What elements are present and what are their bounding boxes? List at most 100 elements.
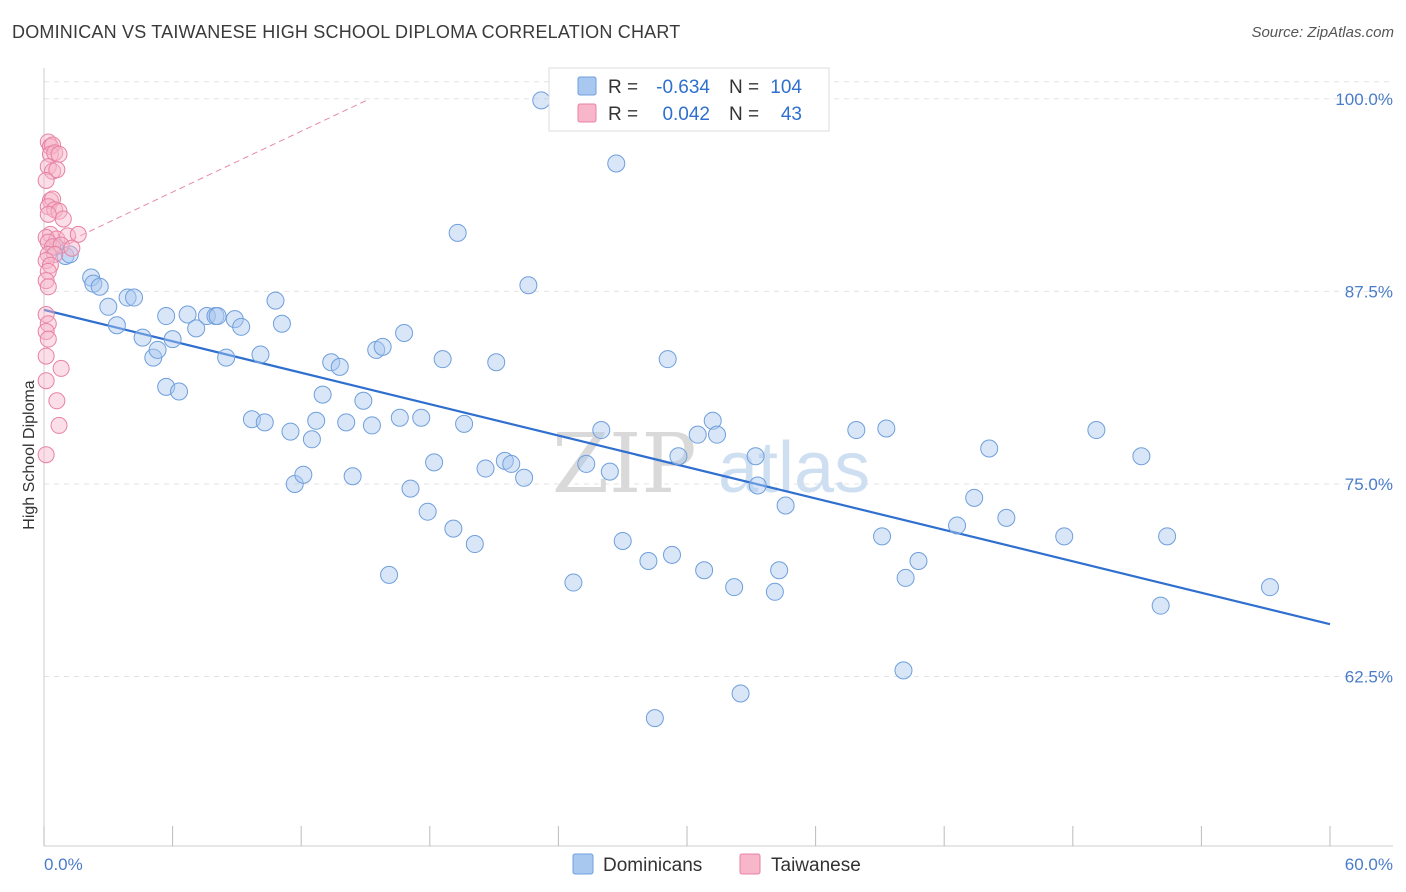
- point-taiwanese: [48, 161, 66, 179]
- point-taiwanese: [41, 256, 59, 274]
- point-dominican: [217, 348, 236, 367]
- legend-swatch-dominicans: [577, 76, 597, 96]
- point-taiwanese: [37, 347, 55, 365]
- point-dominican: [125, 288, 144, 307]
- y-tick-label: 87.5%: [1345, 282, 1393, 301]
- point-dominican: [90, 277, 109, 296]
- point-dominican: [669, 447, 688, 466]
- point-dominican: [251, 345, 270, 364]
- point-dominican: [1158, 527, 1177, 546]
- trend-line-taiwanese: [43, 98, 371, 254]
- point-dominican: [600, 462, 619, 481]
- point-dominican: [708, 425, 727, 444]
- point-dominican: [302, 430, 321, 449]
- point-dominican: [645, 709, 664, 728]
- point-dominican: [776, 496, 795, 515]
- point-dominican: [272, 314, 291, 333]
- point-dominican: [266, 291, 285, 310]
- point-dominican: [187, 319, 206, 338]
- point-dominican: [658, 350, 677, 369]
- point-taiwanese: [39, 330, 57, 348]
- point-dominican: [294, 465, 313, 484]
- bottom-legend-label-taiwanese: Taiwanese: [771, 855, 861, 876]
- legend-n-label-1: N =: [729, 77, 759, 98]
- point-dominican: [1087, 421, 1106, 440]
- point-dominican: [515, 468, 534, 487]
- axes: [43, 68, 1393, 847]
- point-dominican: [765, 582, 784, 601]
- point-dominican: [965, 488, 984, 507]
- bottom-legend-swatch-dominicans: [572, 853, 594, 875]
- point-dominican: [465, 535, 484, 554]
- point-taiwanese: [37, 446, 55, 464]
- point-dominican: [395, 323, 414, 342]
- point-dominican: [662, 545, 681, 564]
- point-taiwanese: [39, 278, 57, 296]
- point-dominican: [519, 276, 538, 295]
- point-taiwanese: [39, 205, 57, 223]
- point-taiwanese: [52, 236, 70, 254]
- point-taiwanese: [54, 210, 72, 228]
- point-dominican: [330, 357, 349, 376]
- point-dominican: [232, 317, 251, 336]
- trend-line-dominicans: [43, 308, 1331, 626]
- point-dominican: [877, 419, 896, 438]
- point-dominican: [178, 305, 197, 324]
- point-dominican: [703, 411, 722, 430]
- x-tick-label-max: 60.0%: [1345, 855, 1393, 874]
- point-dominican: [770, 561, 789, 580]
- point-dominican: [695, 561, 714, 580]
- legend-r-label-2: R =: [608, 104, 638, 125]
- point-dominican: [532, 91, 551, 110]
- legend-r-label-1: R =: [608, 77, 638, 98]
- point-dominican: [433, 350, 452, 369]
- point-dominican: [873, 527, 892, 546]
- point-dominican: [1055, 527, 1074, 546]
- y-tick-label: 75.0%: [1345, 475, 1393, 494]
- point-dominican: [157, 307, 176, 326]
- point-dominican: [1151, 596, 1170, 615]
- point-dominican: [997, 508, 1016, 527]
- point-taiwanese: [37, 171, 55, 189]
- point-dominican: [725, 578, 744, 597]
- bottom-legend-label-dominicans: Dominicans: [603, 855, 702, 876]
- bottom-legend-swatch-taiwanese: [739, 853, 761, 875]
- point-dominican: [60, 245, 79, 264]
- point-dominican: [373, 337, 392, 356]
- point-dominican: [313, 385, 332, 404]
- x-tick-label-min: 0.0%: [44, 855, 83, 874]
- point-dominican: [639, 551, 658, 570]
- point-taiwanese: [48, 392, 66, 410]
- point-dominican: [354, 391, 373, 410]
- point-dominican: [894, 661, 913, 680]
- point-dominican: [148, 340, 167, 359]
- point-dominican: [502, 454, 521, 473]
- point-dominican: [448, 223, 467, 242]
- point-dominican: [746, 447, 765, 466]
- trend-lines: [43, 98, 1331, 626]
- point-dominican: [425, 453, 444, 472]
- point-dominican: [847, 421, 866, 440]
- point-taiwanese: [37, 272, 55, 290]
- stats-legend: R = -0.634 N = 104 R = 0.042 N = 43: [548, 67, 830, 132]
- point-taiwanese: [63, 239, 81, 257]
- point-taiwanese: [37, 228, 55, 246]
- point-dominican: [412, 408, 431, 427]
- point-dominican: [748, 476, 767, 495]
- series-taiwanese: [37, 133, 87, 464]
- point-dominican: [577, 454, 596, 473]
- legend-n-value-2: 43: [781, 104, 802, 125]
- point-dominican: [170, 382, 189, 401]
- point-dominican: [418, 502, 437, 521]
- point-dominican: [476, 459, 495, 478]
- point-dominican: [401, 479, 420, 498]
- point-dominican: [731, 684, 750, 703]
- chart-title: DOMINICAN VS TAIWANESE HIGH SCHOOL DIPLO…: [12, 22, 681, 42]
- point-dominican: [909, 551, 928, 570]
- point-taiwanese: [46, 245, 64, 263]
- point-dominican: [133, 328, 152, 347]
- point-dominican: [380, 565, 399, 584]
- point-dominican: [163, 330, 182, 349]
- point-taiwanese: [37, 372, 55, 390]
- point-dominican: [444, 519, 463, 538]
